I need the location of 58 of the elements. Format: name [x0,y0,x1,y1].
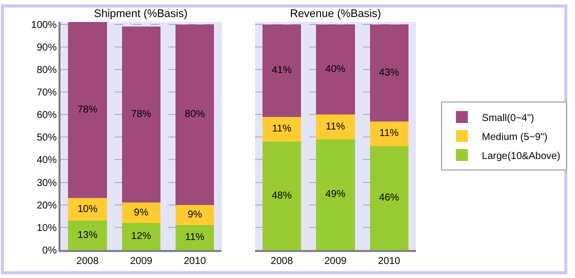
y-tick-label: 80% [36,64,57,76]
x-tick-label: 2008 [76,256,100,267]
bar [122,222,161,250]
bar [370,121,408,146]
bar [262,24,302,117]
data-label: 9% [134,207,148,218]
bar [122,202,161,223]
bar [262,142,302,250]
data-label: 78% [77,104,98,116]
bar [68,220,107,250]
y-tick-label: 60% [36,110,57,122]
data-label: 9% [188,210,202,221]
data-label: 12% [131,230,152,242]
data-label: 11% [185,232,205,244]
data-label: 10% [77,204,98,215]
bar [122,26,161,203]
x-tick-label: 2009 [130,256,153,267]
data-label: 11% [272,124,292,135]
legend-label: Medium (5~9") [482,132,548,143]
y-tick-label: 100% [31,20,57,31]
y-tick-label: 90% [36,42,57,54]
bar [68,22,107,198]
y-tick-label: 40% [36,155,57,166]
data-label: 41% [272,65,292,76]
bar [176,225,214,250]
bar [262,116,302,142]
x-tick-label: 2009 [324,256,348,267]
y-tick-label: 20% [36,200,57,212]
bar [370,24,408,122]
data-label: 78% [131,109,152,120]
bar [68,198,107,221]
data-label: 80% [184,109,205,120]
x-tick-label: 2010 [378,256,401,267]
bar [176,24,214,205]
chart-title: Shipment (%Basis) [94,8,188,20]
bar [176,204,214,226]
legend-label: Large(10&Above) [482,150,560,162]
data-label: 43% [379,67,400,78]
bar [370,146,408,250]
data-label: 11% [379,128,399,140]
x-tick-label: 2010 [184,256,206,267]
bar [316,114,355,140]
chart-title: Revenue (%Basis) [290,8,382,20]
x-tick-label: 2008 [270,256,294,267]
y-tick-label: 10% [36,222,57,234]
bar [316,139,355,250]
y-tick-label: 70% [36,87,57,98]
data-label: 40% [325,64,346,75]
y-tick-label: 0% [42,246,57,256]
y-tick-label: 50% [36,132,57,144]
data-label: 11% [326,121,346,132]
data-label: 46% [379,192,400,204]
legend-label: Small(0~4") [482,112,534,124]
data-label: 48% [272,190,292,202]
bar [316,24,355,115]
y-tick-label: 30% [36,178,57,189]
data-label: 49% [325,189,346,200]
data-label: 13% [77,230,98,241]
